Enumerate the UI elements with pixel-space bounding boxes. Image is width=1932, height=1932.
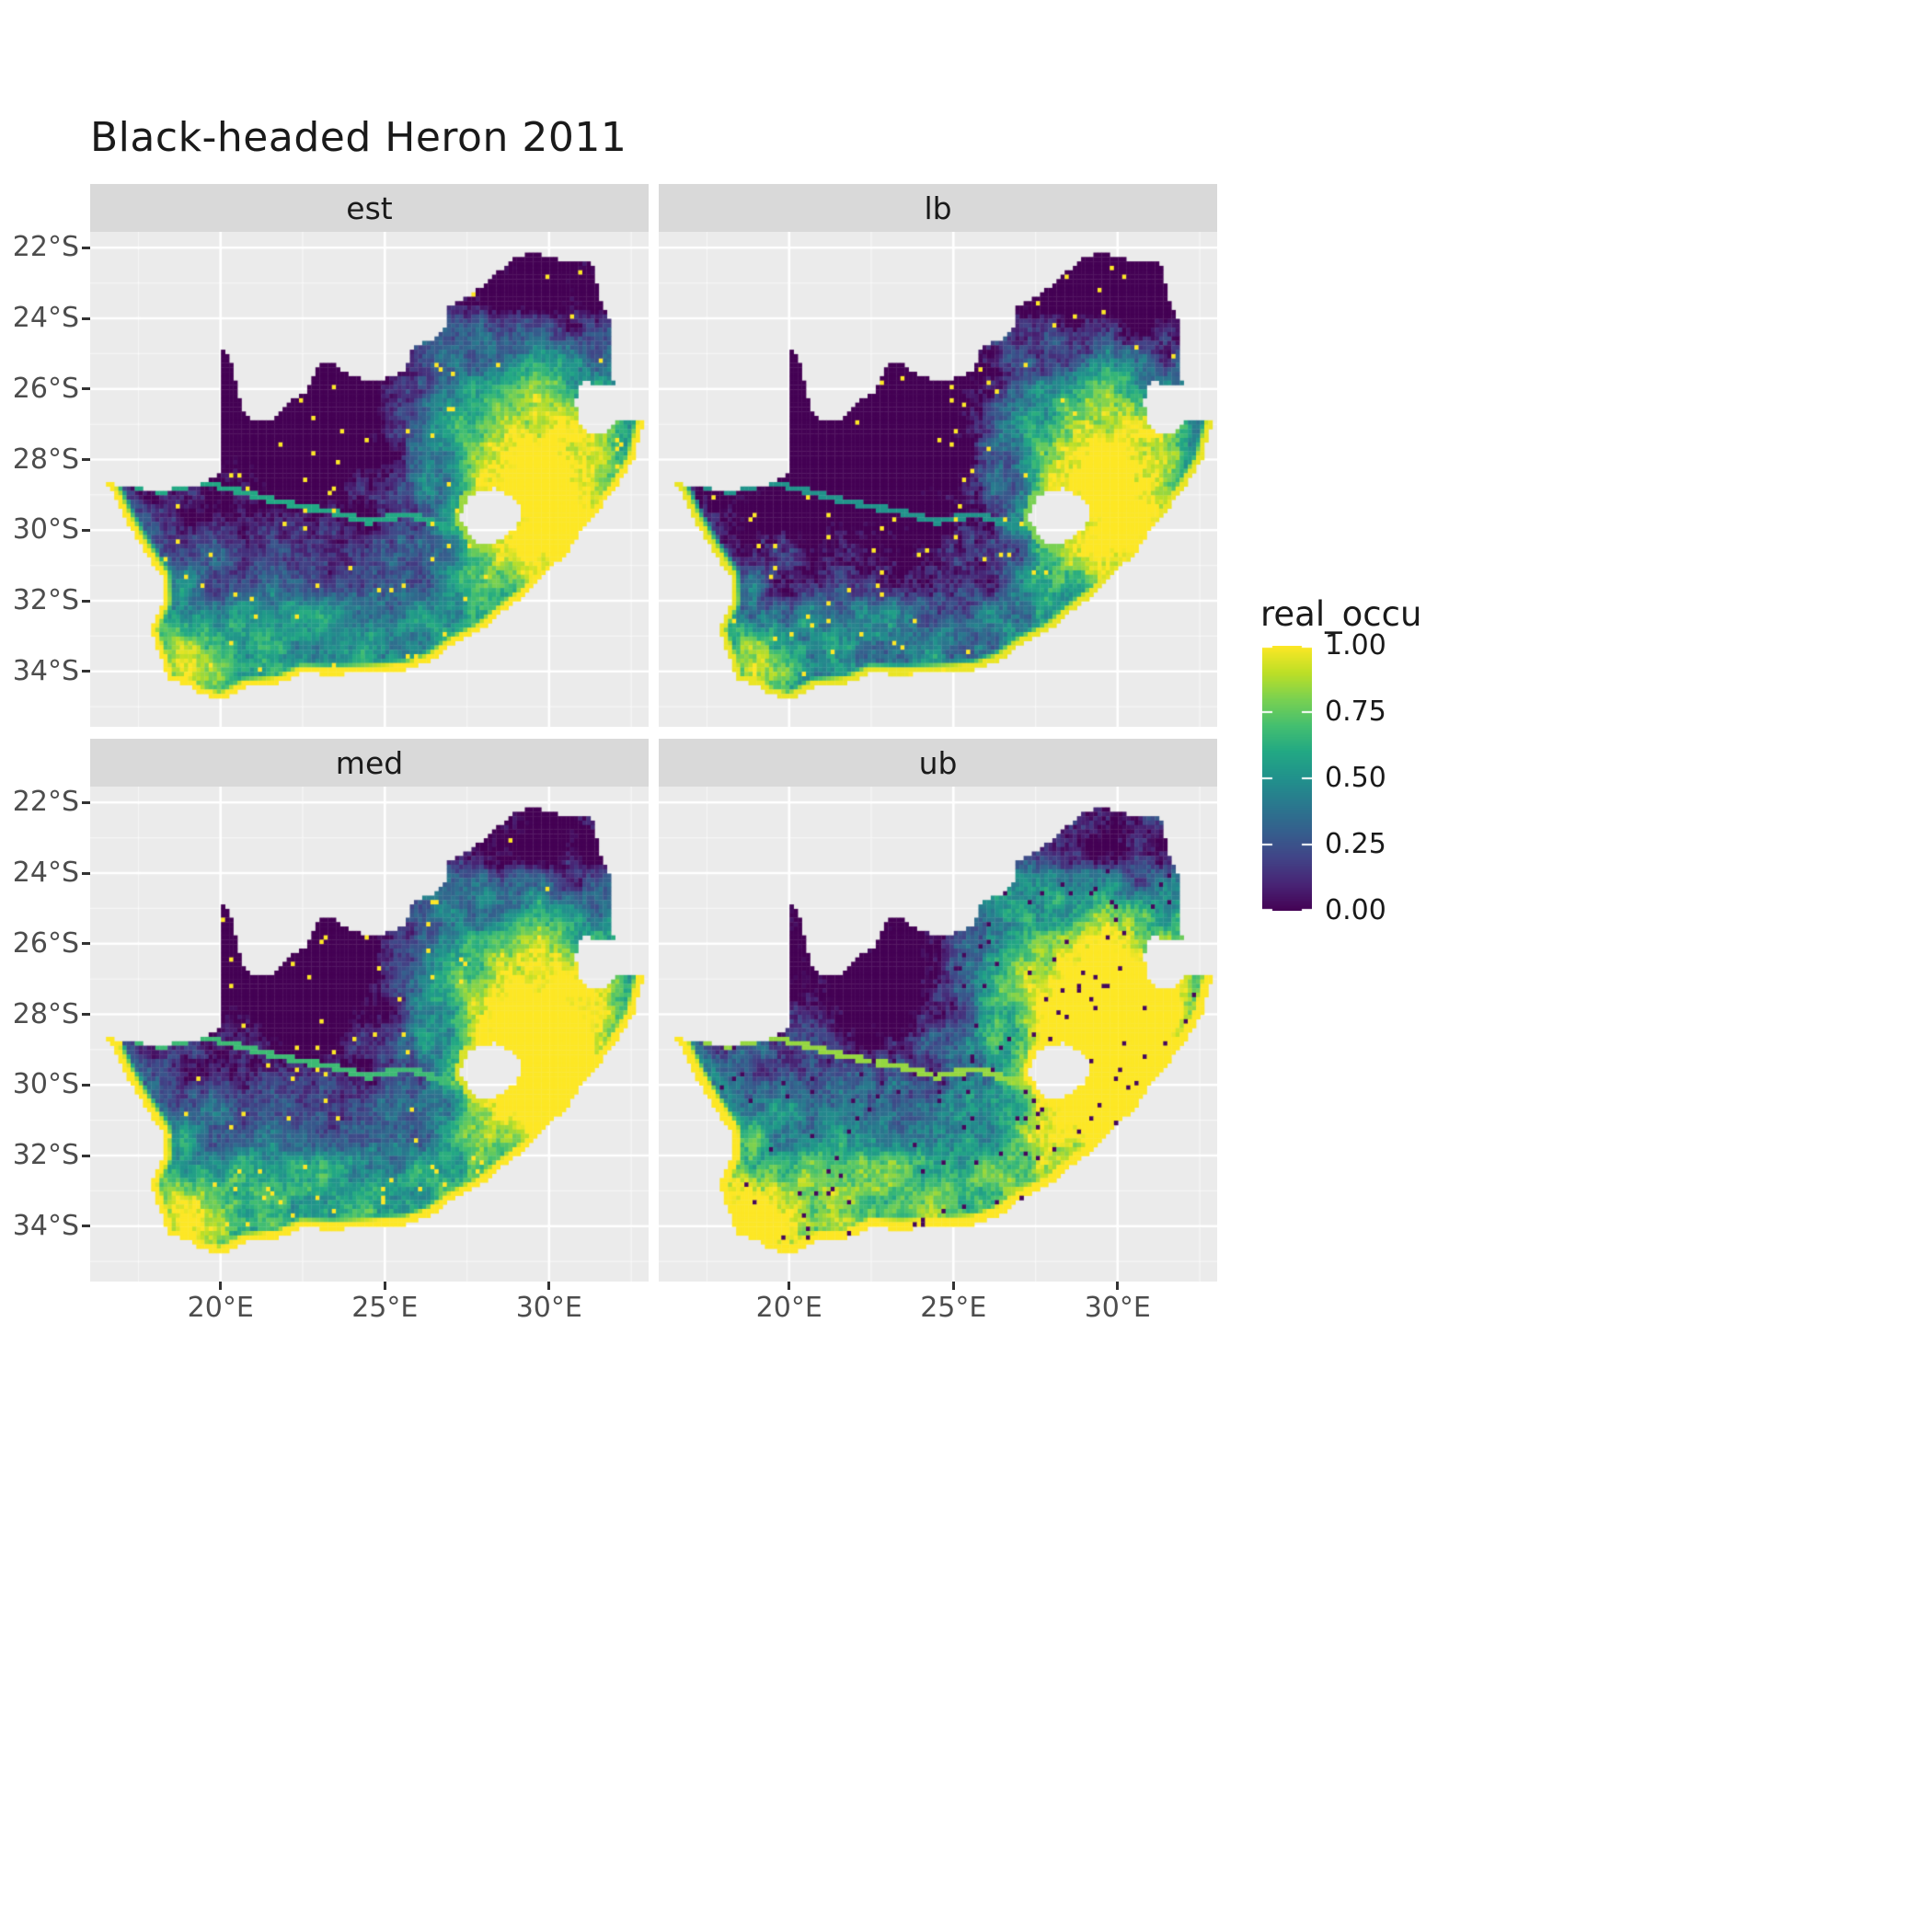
y-axis-tick-label: 34°S bbox=[12, 654, 79, 687]
y-axis-tick-mark bbox=[82, 316, 90, 320]
x-axis-tick-label: 30°E bbox=[1084, 1292, 1151, 1324]
y-axis-tick-label: 34°S bbox=[12, 1209, 79, 1242]
facet-label-lb: lb bbox=[924, 190, 952, 226]
plot-title: Black-headed Heron 2011 bbox=[90, 114, 627, 161]
x-axis-tick-label: 25°E bbox=[351, 1292, 419, 1324]
x-axis-tick-label: 30°E bbox=[515, 1292, 582, 1324]
x-axis-tick-mark bbox=[1116, 1282, 1120, 1290]
y-axis-tick-mark bbox=[82, 800, 90, 804]
x-axis-tick-mark bbox=[547, 1282, 551, 1290]
facet-label-est: est bbox=[346, 190, 393, 226]
y-axis-tick-label: 26°S bbox=[12, 926, 79, 960]
y-axis-tick-mark bbox=[82, 670, 90, 673]
map-panel-med bbox=[90, 787, 649, 1282]
y-axis-tick-label: 22°S bbox=[12, 231, 79, 264]
y-axis-tick-mark bbox=[82, 1083, 90, 1087]
facet-strip-med: med bbox=[90, 739, 649, 787]
legend-tick-label: 1.00 bbox=[1325, 629, 1386, 661]
legend-title: real_occu bbox=[1260, 594, 1422, 634]
facet-strip-ub: ub bbox=[659, 739, 1217, 787]
y-axis-tick-mark bbox=[82, 599, 90, 603]
map-panel-lb bbox=[659, 232, 1217, 727]
y-axis-tick-mark bbox=[82, 458, 90, 461]
y-axis-tick-label: 26°S bbox=[12, 372, 79, 405]
x-axis-tick-mark bbox=[219, 1282, 223, 1290]
x-axis-tick-label: 25°E bbox=[920, 1292, 987, 1324]
y-axis-tick-mark bbox=[82, 1013, 90, 1016]
y-axis-tick-label: 28°S bbox=[12, 443, 79, 476]
y-axis-tick-mark bbox=[82, 1154, 90, 1157]
y-axis-tick-mark bbox=[82, 387, 90, 391]
y-axis-tick-mark bbox=[82, 871, 90, 875]
y-axis-tick-label: 30°S bbox=[12, 1068, 79, 1101]
facet-strip-lb: lb bbox=[659, 184, 1217, 232]
x-axis-tick-label: 20°E bbox=[755, 1292, 822, 1324]
y-axis-tick-label: 28°S bbox=[12, 997, 79, 1030]
y-axis-tick-mark bbox=[82, 942, 90, 946]
y-axis-tick-mark bbox=[82, 528, 90, 532]
legend-tick-label: 0.50 bbox=[1325, 762, 1386, 794]
legend-tick-label: 0.25 bbox=[1325, 828, 1386, 860]
y-axis-tick-mark bbox=[82, 246, 90, 249]
map-panel-ub bbox=[659, 787, 1217, 1282]
facet-label-ub: ub bbox=[918, 744, 958, 781]
x-axis-tick-mark bbox=[788, 1282, 791, 1290]
legend-tick-label: 0.75 bbox=[1325, 696, 1386, 728]
x-axis-tick-label: 20°E bbox=[187, 1292, 254, 1324]
y-axis-tick-label: 24°S bbox=[12, 857, 79, 890]
facet-label-med: med bbox=[335, 744, 404, 781]
x-axis-tick-mark bbox=[951, 1282, 955, 1290]
legend-tick-label: 0.00 bbox=[1325, 894, 1386, 926]
facet-strip-est: est bbox=[90, 184, 649, 232]
y-axis-tick-label: 22°S bbox=[12, 786, 79, 819]
y-axis-tick-label: 30°S bbox=[12, 513, 79, 546]
y-axis-tick-label: 24°S bbox=[12, 302, 79, 335]
map-panel-est bbox=[90, 232, 649, 727]
y-axis-tick-mark bbox=[82, 1225, 90, 1228]
legend-colorbar bbox=[1262, 646, 1312, 911]
y-axis-tick-label: 32°S bbox=[12, 584, 79, 616]
x-axis-tick-mark bbox=[383, 1282, 386, 1290]
y-axis-tick-label: 32°S bbox=[12, 1139, 79, 1171]
